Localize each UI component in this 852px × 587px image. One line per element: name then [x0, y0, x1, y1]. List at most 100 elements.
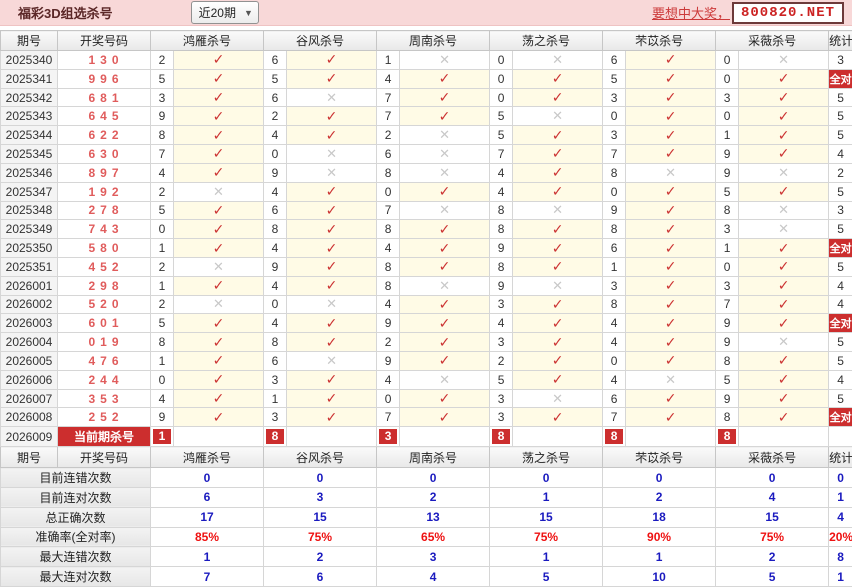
kill-number-cell: 8	[602, 219, 627, 240]
current-kill-number: 8	[605, 429, 624, 445]
check-icon: ✓	[212, 70, 225, 87]
period-cell: 2026004	[0, 332, 58, 352]
result-cell: ✓	[172, 87, 265, 108]
kill-number-cell: 3	[489, 332, 514, 352]
kill-number-cell: 4	[263, 125, 288, 146]
draw-numbers-cell: 019	[57, 332, 151, 352]
table-header-row-repeat: 期号 开奖号码 鸿雁杀号 谷风杀号 周南杀号 荡之杀号 芣苡杀号 采薇杀号 统计	[0, 446, 852, 469]
result-cell: ✓	[512, 294, 604, 315]
kill-number-cell: 6	[602, 238, 627, 258]
cross-icon: ✕	[439, 51, 450, 67]
stat-cell: 5	[828, 332, 852, 352]
stat-total-cell: 1	[828, 566, 852, 587]
kill-number-cell: 1	[150, 351, 174, 371]
result-cell: ✓	[625, 87, 717, 108]
cross-icon: ✕	[778, 202, 790, 218]
stat-value-cell: 90%	[602, 526, 717, 548]
check-icon: ✓	[777, 390, 790, 407]
kill-number-cell: 4	[376, 369, 401, 390]
table-row: 2025340 130 2 ✓ 6 ✓ 1 ✕ 0 ✕ 6 ✓ 0 ✕ 3	[0, 50, 852, 70]
stat-cell: 4	[828, 275, 852, 296]
stat-cell: 4	[828, 369, 852, 390]
period-cell: 2025346	[0, 162, 58, 183]
result-cell: ✓	[286, 125, 378, 146]
range-select[interactable]: 近20期 ▼	[190, 1, 259, 24]
result-cell: ✓	[172, 144, 265, 164]
kill-number-cell: 3	[150, 87, 174, 108]
spacer	[0, 26, 852, 30]
draw-numbers-cell: 353	[57, 388, 151, 409]
check-icon: ✓	[438, 314, 451, 331]
stat-value-cell: 75%	[715, 526, 830, 548]
kill-number-cell: 6	[602, 388, 627, 409]
check-icon: ✓	[551, 295, 564, 312]
cross-icon: ✕	[326, 296, 337, 312]
check-icon: ✓	[438, 352, 451, 369]
kill-number-cell: 0	[150, 219, 174, 240]
result-cell: ✓	[512, 68, 604, 89]
result-cell: ✕	[286, 162, 378, 183]
stat-value-cell: 5	[715, 566, 830, 587]
result-cell: ✓	[625, 332, 717, 352]
result-cell: ✕	[738, 200, 830, 221]
stat-value-cell: 13	[376, 506, 491, 528]
result-cell: ✕	[512, 106, 604, 127]
draw-numbers-cell: 996	[57, 68, 151, 89]
result-cell: ✕	[512, 388, 604, 409]
draw-numbers-cell: 645	[57, 106, 151, 127]
check-icon: ✓	[551, 183, 564, 200]
kill-number-cell: 9	[715, 332, 740, 352]
stat-value-cell: 0	[376, 467, 491, 488]
current-kill-cell: 8	[715, 426, 740, 448]
stat-row: 最大连对次数 7 6 4 5 10 5 1	[0, 566, 852, 587]
stat-row-label: 最大连错次数	[0, 546, 151, 568]
check-icon: ✓	[438, 258, 451, 275]
period-cell: 2025349	[0, 219, 58, 240]
period-cell: 2026003	[0, 313, 58, 334]
kill-number-cell: 0	[263, 144, 288, 164]
result-cell: ✓	[738, 407, 830, 428]
kill-number-cell: 5	[489, 106, 514, 127]
stat-total-cell: 0	[828, 467, 852, 488]
table-row: 2025347 192 2 ✕ 4 ✓ 0 ✓ 4 ✓ 0 ✓ 5 ✓ 5	[0, 181, 852, 202]
current-kill-cell: 8	[263, 426, 288, 448]
stat-value-cell: 0	[263, 467, 378, 488]
result-cell: ✓	[286, 275, 378, 296]
table-row: 2026005 476 1 ✓ 6 ✕ 9 ✓ 2 ✓ 0 ✓ 8 ✓ 5	[0, 351, 852, 371]
stat-value-cell: 2	[715, 546, 830, 568]
stat-row: 总正确次数 17 15 13 15 18 15 4	[0, 506, 852, 528]
kill-number-cell: 3	[489, 407, 514, 428]
kill-number-cell: 3	[602, 87, 627, 108]
cross-icon: ✕	[439, 127, 450, 143]
promo-site-badge[interactable]: 800820.NET	[731, 1, 844, 24]
stat-value-cell: 1	[149, 546, 265, 568]
kill-number-cell: 0	[489, 50, 514, 70]
result-cell: ✓	[172, 125, 265, 146]
kill-number-cell: 4	[489, 313, 514, 334]
check-icon: ✓	[212, 352, 225, 369]
current-result-cell	[399, 426, 491, 448]
stat-cell: 2	[828, 162, 852, 183]
kill-number-cell: 7	[602, 144, 627, 164]
result-cell: ✓	[399, 106, 491, 127]
result-cell: ✕	[286, 294, 378, 315]
table-row: 2025342 681 3 ✓ 6 ✕ 7 ✓ 0 ✓ 3 ✓ 3 ✓ 5	[0, 87, 852, 108]
current-kill-cell: 8	[489, 426, 514, 448]
kill-number-cell: 4	[489, 181, 514, 202]
result-cell: ✓	[512, 125, 604, 146]
kill-number-cell: 0	[489, 87, 514, 108]
check-icon: ✓	[325, 390, 338, 407]
stat-value-cell: 6	[149, 486, 265, 508]
result-cell: ✓	[512, 87, 604, 108]
table-header-row: 期号 开奖号码 鸿雁杀号 谷风杀号 周南杀号 荡之杀号 芣苡杀号 采薇杀号 统计	[0, 30, 852, 51]
check-icon: ✓	[777, 70, 790, 87]
stat-value-cell: 5	[489, 566, 604, 587]
table-row: 2026007 353 4 ✓ 1 ✓ 0 ✓ 3 ✕ 6 ✓ 9 ✓ 5	[0, 388, 852, 409]
kill-number-cell: 0	[376, 388, 401, 409]
stat-value-cell: 1	[602, 546, 717, 568]
promo-link[interactable]: 要想中大奖，	[651, 6, 730, 21]
result-cell: ✓	[512, 369, 604, 390]
kill-number-cell: 2	[150, 50, 174, 70]
current-kill-cell: 8	[602, 426, 627, 448]
stat-row: 目前连对次数 6 3 2 1 2 4 1	[0, 486, 852, 508]
